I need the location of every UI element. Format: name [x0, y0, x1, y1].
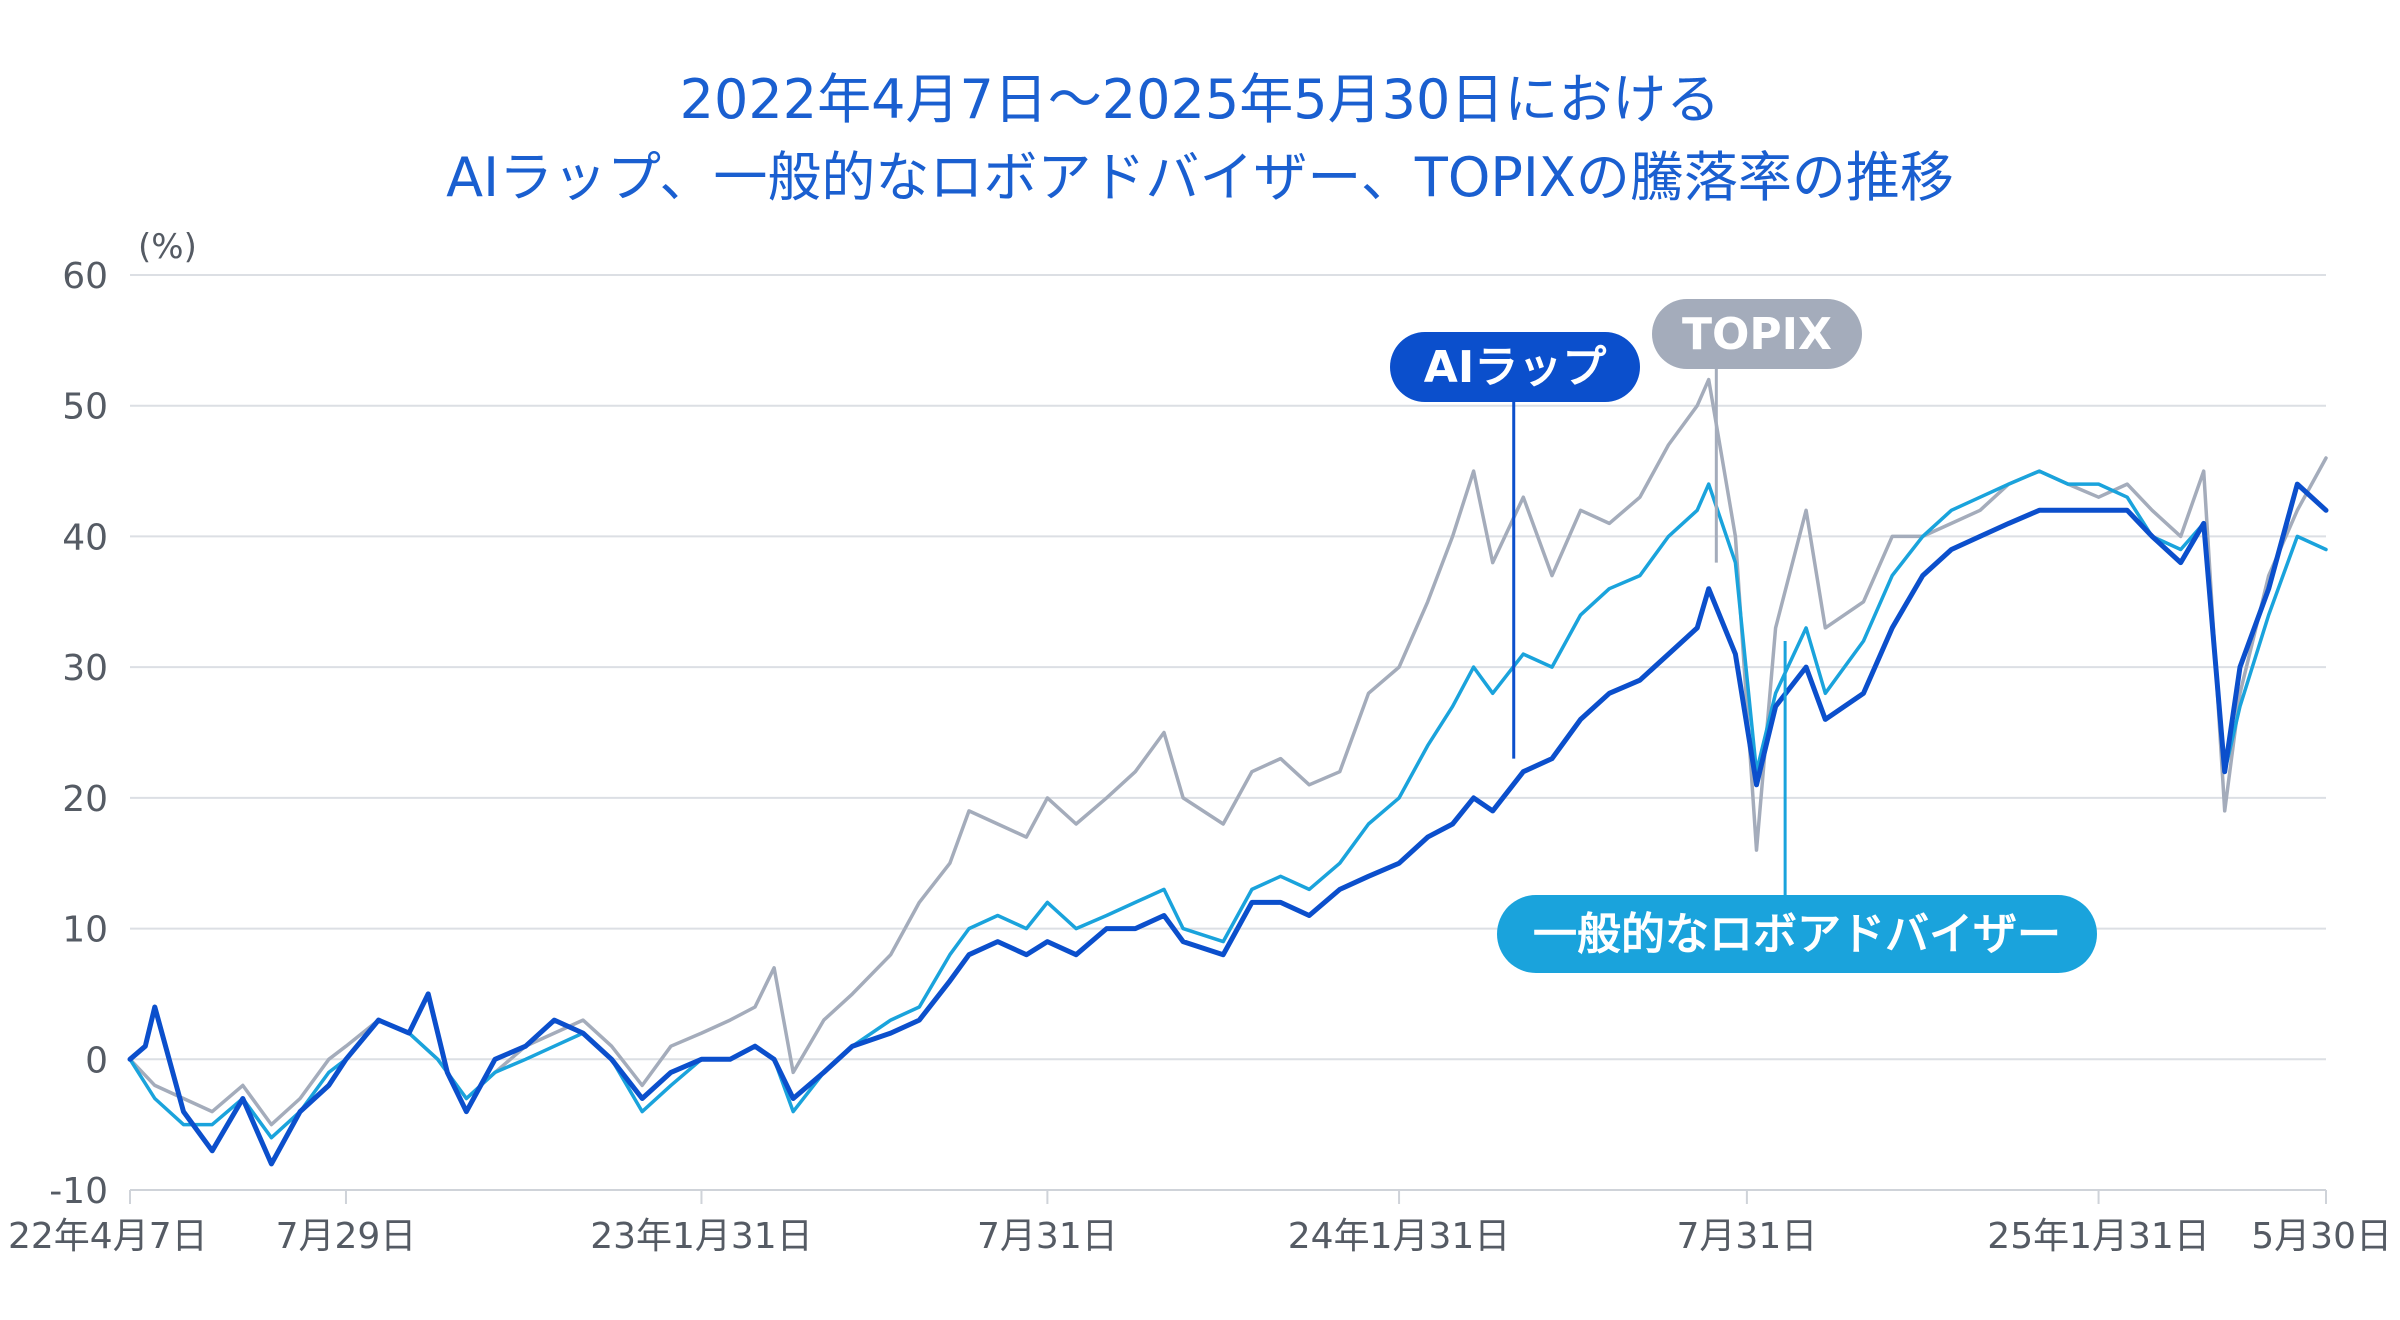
y-axis-ticks: 60 50 40 30 20 10 0 -10 — [49, 256, 108, 1212]
y-tick-label: 50 — [62, 387, 108, 428]
series-line — [128, 469, 2328, 1140]
y-tick-label: 20 — [62, 779, 108, 820]
x-axis-ticks: 22年4月7日 7月29日 23年1月31日 7月31日 24年1月31日 7月31日 25… — [8, 1189, 2392, 1257]
chart-title-line-2: AIラップ、一般的なロボアドバイザー、TOPIXの騰落率の推移 — [446, 146, 1954, 209]
x-tick-label: 7月31日 — [1677, 1216, 1818, 1257]
series-line — [128, 377, 2328, 1127]
chart-title: 2022年4月7日〜2025年5月30日における AIラップ、一般的なロボアドバ… — [446, 68, 1954, 209]
x-tick-label: 24年1月31日 — [1288, 1216, 1511, 1257]
x-tick-label: 22年4月7日 — [8, 1216, 208, 1257]
series-label-text: 一般的なロボアドバイザー — [1533, 909, 2061, 960]
series-label-text: TOPIX — [1682, 309, 1832, 360]
y-tick-label: 10 — [62, 910, 108, 951]
x-tick-label: 7月31日 — [977, 1216, 1118, 1257]
series-labels: AIラップ TOPIX 一般的なロボアドバイザー — [1390, 299, 2097, 973]
series-label-pill — [1497, 895, 2097, 973]
y-axis-unit: (%) — [138, 227, 197, 267]
y-tick-label: 60 — [62, 256, 108, 297]
x-tick-label: 25年1月31日 — [1987, 1216, 2210, 1257]
x-tick-label: 7月29日 — [276, 1216, 417, 1257]
y-tick-label: -10 — [49, 1171, 108, 1212]
series-label-text: AIラップ — [1424, 342, 1606, 393]
series-line — [127, 481, 2329, 1167]
series-label-pill — [1652, 299, 1862, 369]
y-tick-label: 30 — [62, 648, 108, 689]
y-tick-label: 0 — [85, 1040, 108, 1081]
series-label-pill — [1390, 332, 1640, 402]
chart-title-line-1: 2022年4月7日〜2025年5月30日における — [680, 68, 1721, 131]
y-tick-label: 40 — [62, 517, 108, 558]
x-tick-label: 23年1月31日 — [590, 1216, 813, 1257]
grid-lines — [130, 274, 2326, 1191]
x-tick-label: 5月30日 — [2251, 1216, 2392, 1257]
series-lines — [127, 377, 2329, 1167]
